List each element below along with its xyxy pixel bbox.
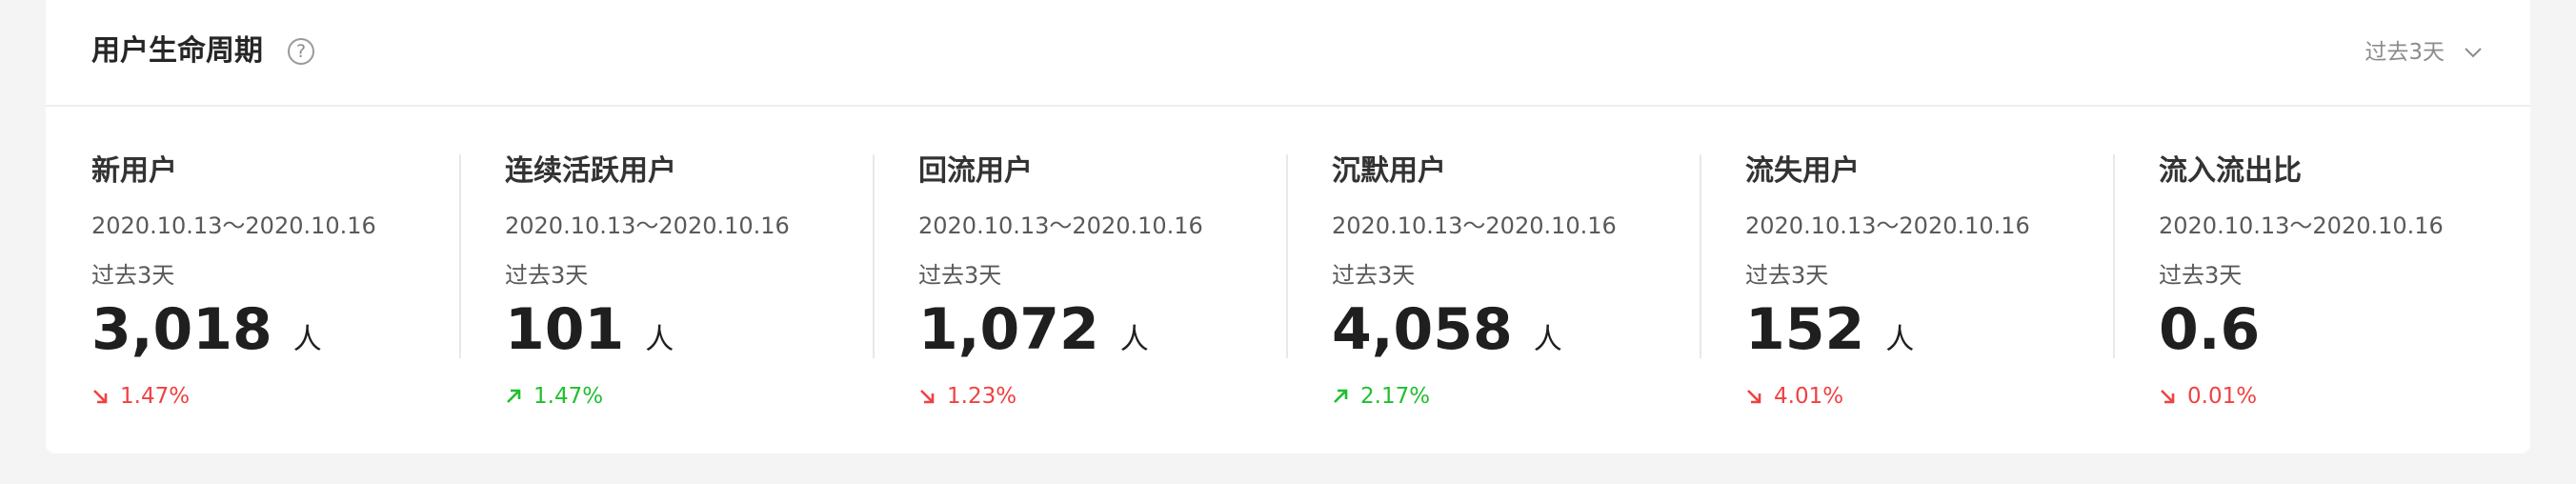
metric-date-range: 2020.10.13～2020.10.16 bbox=[91, 212, 376, 239]
arrow-down-right-icon bbox=[2161, 390, 2175, 404]
metric-change: 1.23% bbox=[918, 381, 1016, 412]
time-range-dropdown[interactable]: 过去3天 bbox=[2365, 36, 2485, 69]
metric-unit: 人 bbox=[1533, 323, 1562, 356]
metric-card-churned-users: 流失用户 2020.10.13～2020.10.16 过去3天 152 人 4.… bbox=[1700, 107, 2113, 454]
arrow-down-right-icon bbox=[93, 390, 108, 404]
metric-card-in-out-ratio: 流入流出比 2020.10.13～2020.10.16 过去3天 0.6 0.0… bbox=[2113, 107, 2526, 454]
metric-title: 回流用户 bbox=[918, 154, 1033, 188]
chevron-down-icon bbox=[2465, 48, 2482, 58]
metric-card-new-users: 新用户 2020.10.13～2020.10.16 过去3天 3,018 人 1… bbox=[46, 107, 459, 454]
metric-card-silent-users: 沉默用户 2020.10.13～2020.10.16 过去3天 4,058 人 … bbox=[1286, 107, 1700, 454]
metric-period: 过去3天 bbox=[918, 262, 1002, 289]
metric-change: 0.01% bbox=[2159, 381, 2257, 412]
metric-period: 过去3天 bbox=[91, 262, 175, 289]
metric-card-returning-users: 回流用户 2020.10.13～2020.10.16 过去3天 1,072 人 … bbox=[873, 107, 1286, 454]
metric-value-row: 101 人 bbox=[505, 293, 674, 366]
metric-divider bbox=[1286, 154, 1288, 358]
metric-value: 3,018 bbox=[91, 296, 272, 363]
metric-change-value: 4.01% bbox=[1774, 384, 1844, 409]
metric-value: 152 bbox=[1745, 296, 1865, 363]
metric-value: 0.6 bbox=[2159, 296, 2261, 363]
metric-change: 1.47% bbox=[505, 381, 603, 412]
metric-change: 2.17% bbox=[1332, 381, 1430, 412]
metric-change-value: 0.01% bbox=[2187, 384, 2258, 409]
metric-unit: 人 bbox=[1119, 323, 1149, 356]
help-icon[interactable]: ? bbox=[288, 38, 314, 65]
card-header: 用户生命周期 ? 过去3天 bbox=[46, 0, 2530, 107]
time-range-label: 过去3天 bbox=[2365, 40, 2445, 65]
user-lifecycle-card: 用户生命周期 ? 过去3天 新用户 2020.10.13～2020.10.16 … bbox=[46, 0, 2530, 454]
metric-divider bbox=[2113, 154, 2115, 358]
metric-title: 连续活跃用户 bbox=[505, 154, 676, 188]
metric-change-value: 2.17% bbox=[1360, 384, 1431, 409]
metric-change-value: 1.47% bbox=[533, 384, 604, 409]
metric-value-row: 3,018 人 bbox=[91, 293, 322, 366]
metric-value-row: 4,058 人 bbox=[1332, 293, 1562, 366]
metric-divider bbox=[1700, 154, 1701, 358]
metric-period: 过去3天 bbox=[2159, 262, 2243, 289]
metric-change-value: 1.47% bbox=[120, 384, 191, 409]
metric-title: 流失用户 bbox=[1745, 154, 1860, 188]
metric-change: 4.01% bbox=[1745, 381, 1843, 412]
metric-value: 101 bbox=[505, 296, 625, 363]
arrow-down-right-icon bbox=[1747, 390, 1761, 404]
metric-divider bbox=[459, 154, 461, 358]
metric-value-row: 1,072 人 bbox=[918, 293, 1149, 366]
metric-period: 过去3天 bbox=[1745, 262, 1829, 289]
metric-period: 过去3天 bbox=[505, 262, 589, 289]
metric-date-range: 2020.10.13～2020.10.16 bbox=[918, 212, 1203, 239]
card-title: 用户生命周期 bbox=[91, 34, 263, 68]
arrow-up-right-icon bbox=[1334, 389, 1348, 403]
metrics-row: 新用户 2020.10.13～2020.10.16 过去3天 3,018 人 1… bbox=[46, 107, 2530, 454]
metric-card-active-users: 连续活跃用户 2020.10.13～2020.10.16 过去3天 101 人 … bbox=[459, 107, 873, 454]
metric-divider bbox=[873, 154, 875, 358]
arrow-up-right-icon bbox=[507, 389, 521, 403]
arrow-down-right-icon bbox=[920, 390, 935, 404]
metric-date-range: 2020.10.13～2020.10.16 bbox=[1745, 212, 2030, 239]
metric-change: 1.47% bbox=[91, 381, 190, 412]
metric-unit: 人 bbox=[1885, 323, 1915, 356]
metric-unit: 人 bbox=[292, 323, 322, 356]
metric-period: 过去3天 bbox=[1332, 262, 1416, 289]
metric-title: 沉默用户 bbox=[1332, 154, 1446, 188]
metric-change-value: 1.23% bbox=[947, 384, 1017, 409]
metric-title: 流入流出比 bbox=[2159, 154, 2302, 188]
metric-value: 1,072 bbox=[918, 296, 1099, 363]
metric-date-range: 2020.10.13～2020.10.16 bbox=[2159, 212, 2444, 239]
metric-unit: 人 bbox=[645, 323, 674, 356]
metric-date-range: 2020.10.13～2020.10.16 bbox=[505, 212, 790, 239]
metric-date-range: 2020.10.13～2020.10.16 bbox=[1332, 212, 1617, 239]
metric-title: 新用户 bbox=[91, 154, 177, 188]
metric-value-row: 152 人 bbox=[1745, 293, 1914, 366]
metric-value: 4,058 bbox=[1332, 296, 1513, 363]
metric-value-row: 0.6 bbox=[2159, 293, 2260, 366]
